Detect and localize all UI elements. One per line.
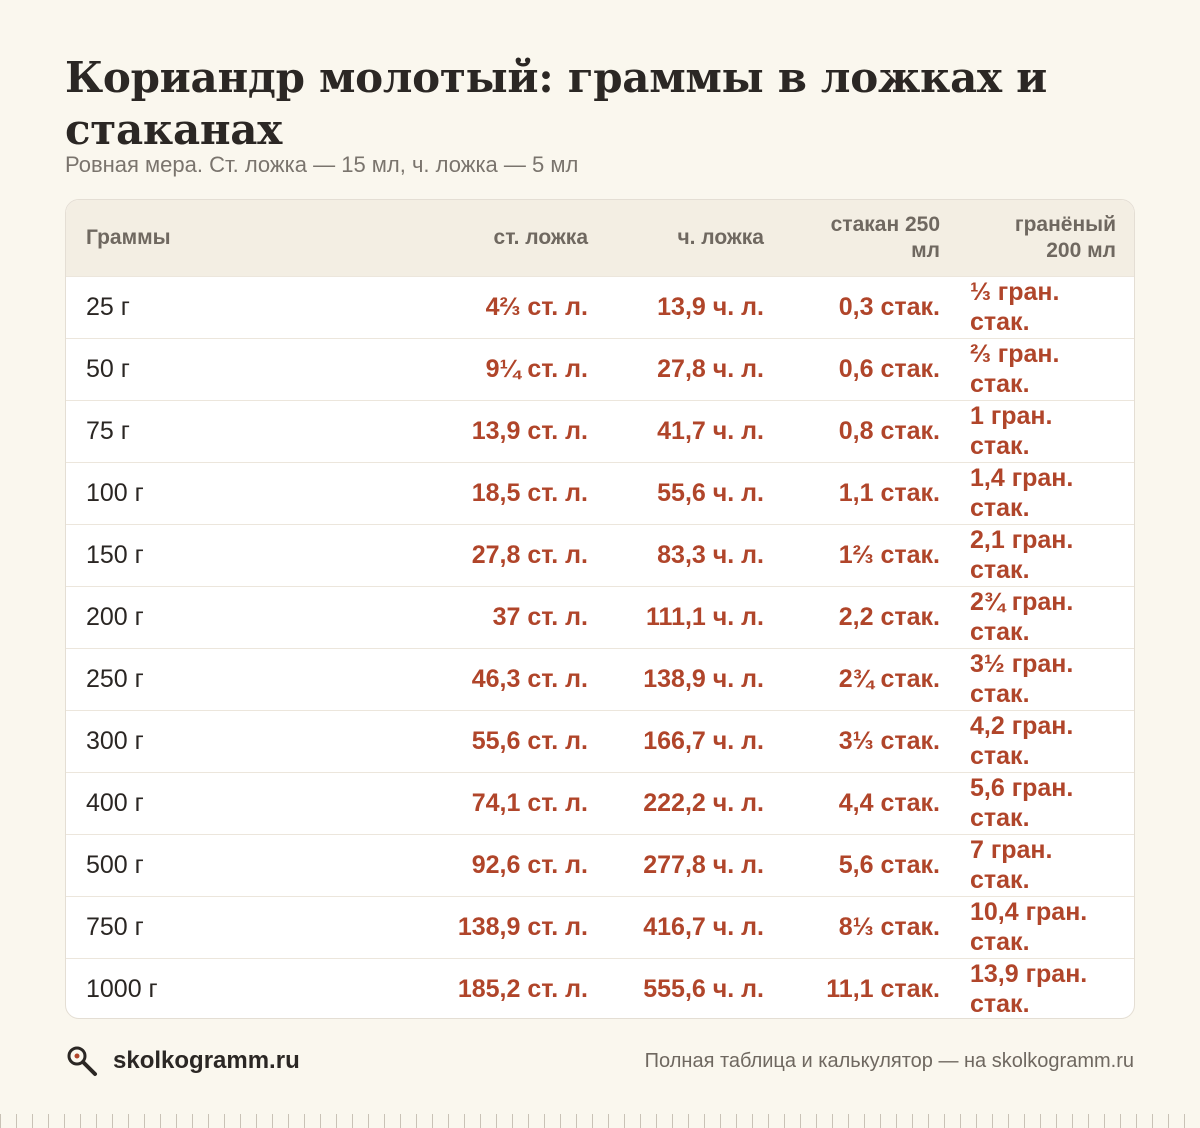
cell-faceted-200: 3½ гран. стак. [970, 650, 1074, 708]
brand-name[interactable]: skolkogramm.ru [113, 1047, 300, 1074]
cell-faceted-200: ⅔ гран. стак. [970, 340, 1060, 398]
conversion-table: Граммы ст. ложка ч. ложка стакан 250 мл … [66, 200, 1134, 1019]
cell-faceted-200: 2,1 гран. стак. [970, 526, 1074, 584]
cell-teaspoon: 41,7 ч. л. [657, 417, 764, 445]
cell-cup-250: 2¾ стак. [838, 665, 940, 693]
cell-cup-250: 0,6 стак. [838, 355, 940, 383]
cell-faceted-200: 4,2 гран. стак. [970, 712, 1074, 770]
table-row: 500 г 92,6 ст. л. 277,8 ч. л. 5,6 стак. 7 гр… [66, 834, 1134, 896]
table-row: 25 г 4⅔ ст. л. 13,9 ч. л. 0,3 стак. ⅓ гран. … [66, 276, 1134, 338]
header-faceted-200: гранёный 200 мл [1014, 212, 1116, 262]
cell-teaspoon: 83,3 ч. л. [657, 541, 764, 569]
cell-grams: 75 г [86, 417, 130, 445]
cell-teaspoon: 416,7 ч. л. [643, 913, 764, 941]
cell-cup-250: 5,6 стак. [838, 851, 940, 879]
cell-cup-250: 0,3 стак. [838, 293, 940, 321]
cell-grams: 50 г [86, 355, 130, 383]
header-cup-250: стакан 250 мл [830, 212, 940, 262]
table-row: 300 г 55,6 ст. л. 166,7 ч. л. 3⅓ стак. 4,2 г… [66, 710, 1134, 772]
cell-tablespoon: 92,6 ст. л. [471, 851, 588, 879]
table-row: 200 г 37 ст. л. 111,1 ч. л. 2,2 стак. 2¾ гра… [66, 586, 1134, 648]
cell-faceted-200: ⅓ гран. стак. [970, 278, 1060, 336]
table-header-row: Граммы ст. ложка ч. ложка стакан 250 мл … [66, 200, 1134, 276]
cell-tablespoon: 9¼ ст. л. [485, 355, 588, 383]
cell-teaspoon: 222,2 ч. л. [643, 789, 764, 817]
cell-teaspoon: 27,8 ч. л. [657, 355, 764, 383]
cell-faceted-200: 13,9 гран. стак. [970, 960, 1088, 1019]
cell-grams: 100 г [86, 479, 144, 507]
header-grams: Граммы [86, 225, 171, 249]
cell-cup-250: 1,1 стак. [838, 479, 940, 507]
cell-cup-250: 1⅔ стак. [838, 541, 940, 569]
cell-cup-250: 4,4 стак. [838, 789, 940, 817]
cell-teaspoon: 555,6 ч. л. [643, 975, 764, 1004]
magnifier-icon [67, 1046, 97, 1076]
cell-tablespoon: 37 ст. л. [492, 603, 588, 631]
cell-grams: 200 г [86, 603, 144, 631]
cell-tablespoon: 18,5 ст. л. [471, 479, 588, 507]
table-row: 150 г 27,8 ст. л. 83,3 ч. л. 1⅔ стак. 2,1 гр… [66, 524, 1134, 586]
cell-tablespoon: 55,6 ст. л. [471, 727, 588, 755]
header-tablespoon: ст. ложка [493, 225, 588, 249]
page-subtitle: Ровная мера. Ст. ложка — 15 мл, ч. ложка… [65, 152, 579, 177]
table-row: 1000 г 185,2 ст. л. 555,6 ч. л. 11,1 стак. 1… [66, 958, 1134, 1019]
cell-grams: 25 г [86, 293, 130, 321]
cell-teaspoon: 55,6 ч. л. [657, 479, 764, 507]
cell-faceted-200: 7 гран. стак. [970, 836, 1053, 894]
cell-grams: 300 г [86, 727, 144, 755]
cell-cup-250: 3⅓ стак. [838, 727, 940, 755]
ruler-decoration [0, 1114, 1200, 1128]
cell-tablespoon: 46,3 ст. л. [471, 665, 588, 693]
cell-faceted-200: 10,4 гран. стак. [970, 898, 1088, 956]
cell-grams: 400 г [86, 789, 144, 817]
page-title: Кориандр молотый: граммы в ложках и стак… [65, 53, 1047, 154]
cell-cup-250: 0,8 стак. [838, 417, 940, 445]
table-row: 400 г 74,1 ст. л. 222,2 ч. л. 4,4 стак. 5,6 … [66, 772, 1134, 834]
table-body: 25 г 4⅔ ст. л. 13,9 ч. л. 0,3 стак. ⅓ гран. … [66, 276, 1134, 1019]
cell-faceted-200: 2¾ гран. стак. [970, 588, 1074, 646]
cell-tablespoon: 13,9 ст. л. [471, 417, 588, 445]
table-row: 100 г 18,5 ст. л. 55,6 ч. л. 1,1 стак. 1,4 г… [66, 462, 1134, 524]
cell-cup-250: 2,2 стак. [838, 603, 940, 631]
table-row: 750 г 138,9 ст. л. 416,7 ч. л. 8⅓ стак. 10,4… [66, 896, 1134, 958]
cell-grams: 250 г [86, 665, 144, 693]
cell-faceted-200: 1 гран. стак. [970, 402, 1053, 460]
table-row: 50 г 9¼ ст. л. 27,8 ч. л. 0,6 стак. ⅔ гран. … [66, 338, 1134, 400]
cell-teaspoon: 277,8 ч. л. [643, 851, 764, 879]
cell-tablespoon: 74,1 ст. л. [471, 789, 588, 817]
cell-tablespoon: 4⅔ ст. л. [485, 293, 588, 321]
footer-brand: skolkogramm.ru [65, 1044, 300, 1078]
cell-teaspoon: 166,7 ч. л. [643, 727, 764, 755]
table-row: 250 г 46,3 ст. л. 138,9 ч. л. 2¾ стак. 3½ гр… [66, 648, 1134, 710]
cell-cup-250: 8⅓ стак. [838, 913, 940, 941]
header-teaspoon: ч. ложка [677, 225, 764, 249]
cell-teaspoon: 111,1 ч. л. [646, 603, 764, 631]
cell-tablespoon: 138,9 ст. л. [457, 913, 588, 941]
cell-grams: 1000 г [86, 975, 158, 1004]
cell-grams: 750 г [86, 913, 144, 941]
footer-note: Полная таблица и калькулятор — на skolko… [644, 1050, 1134, 1072]
cell-tablespoon: 185,2 ст. л. [457, 975, 588, 1004]
cell-teaspoon: 13,9 ч. л. [657, 293, 764, 321]
cell-teaspoon: 138,9 ч. л. [643, 665, 764, 693]
cell-faceted-200: 5,6 гран. стак. [970, 774, 1074, 832]
cell-tablespoon: 27,8 ст. л. [471, 541, 588, 569]
cell-grams: 150 г [86, 541, 144, 569]
cell-grams: 500 г [86, 851, 144, 879]
cell-cup-250: 11,1 стак. [826, 975, 940, 1004]
table-row: 75 г 13,9 ст. л. 41,7 ч. л. 0,8 стак. 1 гран… [66, 400, 1134, 462]
conversion-table-card: Граммы ст. ложка ч. ложка стакан 250 мл … [65, 199, 1135, 1019]
cell-faceted-200: 1,4 гран. стак. [970, 464, 1074, 522]
